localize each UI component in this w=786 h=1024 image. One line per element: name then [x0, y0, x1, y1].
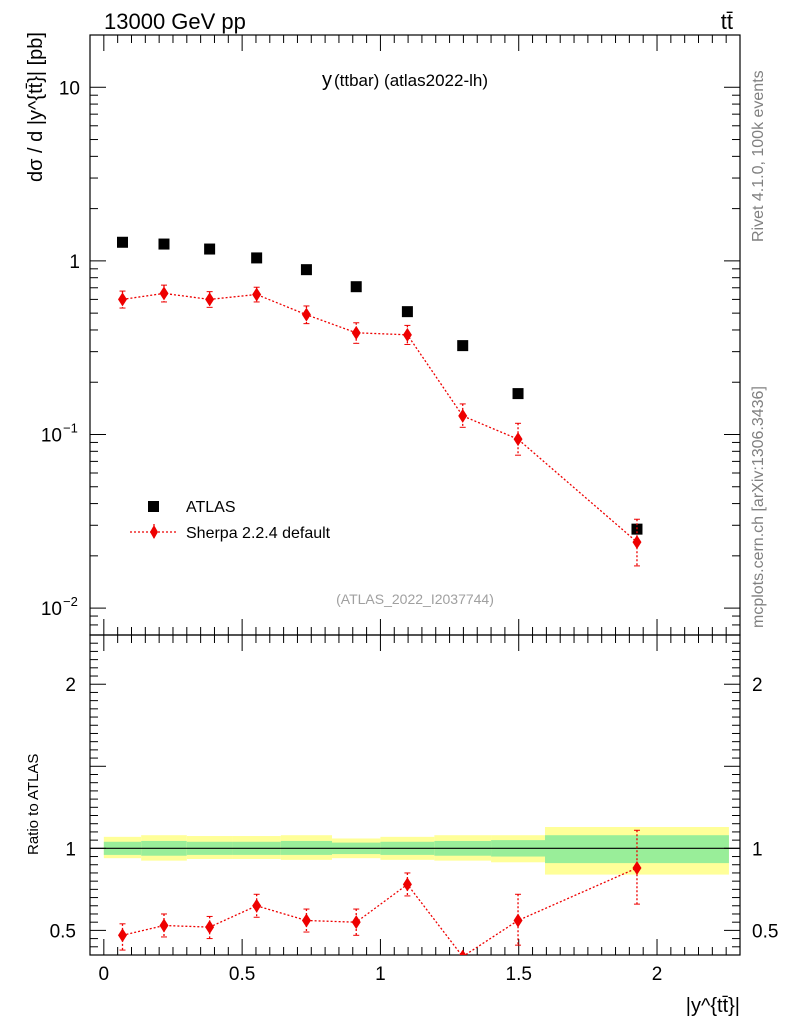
ratio-sherpa-point — [402, 877, 412, 892]
ratio-panel: 0 0.5 1 1.5 2 0.5 0.5 1 1 2 2 Ratio to ATLAS |y^{t… — [25, 634, 778, 1017]
ratio-sherpa-point — [632, 861, 642, 876]
main-sherpa-line — [122, 292, 638, 543]
ratio-sherpa-point — [513, 913, 523, 928]
main-series-group — [118, 284, 642, 567]
ratio-sherpa-point — [351, 915, 361, 930]
atlas-data-point — [350, 281, 362, 293]
main-title-main: y — [322, 69, 332, 91]
ratio-bands-layer — [90, 827, 740, 875]
main-y-tick-label: 10 — [41, 425, 62, 446]
main-y-tick-label: 10 — [41, 599, 62, 620]
ratio-y-tick-label-right: 0.5 — [752, 921, 778, 942]
main-sherpa-point — [301, 307, 311, 322]
legend: ATLAS Sherpa 2.2.4 default — [130, 499, 331, 542]
ratio-axis-ticks: 0 0.5 1 1.5 2 0.5 0.5 1 1 2 2 — [50, 634, 778, 985]
atlas-data-point — [204, 243, 216, 255]
reference-label: (ATLAS_2022_I2037744) — [336, 591, 494, 607]
main-sherpa-point — [402, 327, 412, 342]
main-y-tick-label: 10 — [59, 78, 80, 99]
rivet-version-label: Rivet 4.1.0, 100k events — [750, 70, 767, 242]
ratio-y-tick-label-right: 1 — [752, 839, 763, 860]
x-tick-label: 2 — [652, 964, 663, 985]
ratio-sherpa-point — [459, 949, 467, 955]
legend-atlas-marker — [148, 501, 159, 512]
ratio-y-tick-label-right: 2 — [752, 675, 763, 696]
main-y-tick-exponent: −1 — [63, 420, 78, 435]
atlas-data-point — [158, 238, 170, 250]
ratio-sherpa-point — [118, 928, 127, 943]
ratio-sherpa-line — [122, 867, 638, 955]
main-series-layer — [117, 236, 643, 567]
x-tick-label: 1 — [375, 964, 386, 985]
ratio-series-group — [118, 829, 642, 955]
main-y-axis-label: dσ / d |y^{tt̄}| [pb] — [25, 32, 47, 182]
x-axis-label: |y^{tt̄}| — [686, 995, 740, 1017]
atlas-data-point — [300, 264, 312, 276]
mcplots-label: mcplots.cern.ch [arXiv:1306.3436] — [750, 386, 767, 628]
main-sherpa-point — [118, 292, 127, 307]
x-tick-label: 1.5 — [506, 964, 532, 985]
x-tick-label: 0 — [99, 964, 110, 985]
main-sherpa-point — [252, 287, 262, 302]
legend-sherpa-label: Sherpa 2.2.4 default — [186, 525, 331, 542]
atlas-data-point — [512, 388, 524, 400]
ratio-y-axis-label: Ratio to ATLAS — [25, 754, 42, 855]
main-y-tick-label: 1 — [69, 252, 80, 273]
main-sherpa-point — [159, 286, 169, 301]
main-sherpa-point — [513, 432, 523, 447]
ratio-y-tick-label: 2 — [65, 675, 76, 696]
main-sherpa-point — [458, 408, 468, 423]
x-tick-label: 0.5 — [229, 964, 255, 985]
main-sherpa-point — [632, 535, 642, 550]
ratio-sherpa-point — [301, 913, 311, 928]
main-title-sub: (ttbar) (atlas2022-lh) — [334, 71, 488, 90]
main-y-tick-exponent: −2 — [63, 594, 78, 609]
ratio-y-tick-label: 1 — [65, 839, 76, 860]
energy-label: 13000 GeV pp — [104, 9, 246, 34]
main-panel-frame — [89, 34, 741, 636]
main-sherpa-point — [351, 325, 361, 340]
ratio-sherpa-point — [159, 918, 169, 933]
atlas-data-point — [457, 340, 469, 352]
atlas-data-point — [251, 252, 263, 264]
atlas-data-point — [117, 236, 128, 248]
legend-atlas-label: ATLAS — [186, 499, 236, 516]
legend-sherpa-marker — [150, 525, 158, 539]
ratio-panel-frame — [89, 634, 741, 956]
ratio-y-tick-label: 0.5 — [50, 921, 76, 942]
ratio-sherpa-point — [252, 898, 262, 913]
main-sherpa-point — [205, 292, 215, 307]
process-label: tt̄ — [721, 9, 733, 34]
ratio-sherpa-point — [205, 920, 215, 935]
ratio-series-layer — [118, 829, 642, 955]
atlas-data-point — [401, 306, 413, 318]
